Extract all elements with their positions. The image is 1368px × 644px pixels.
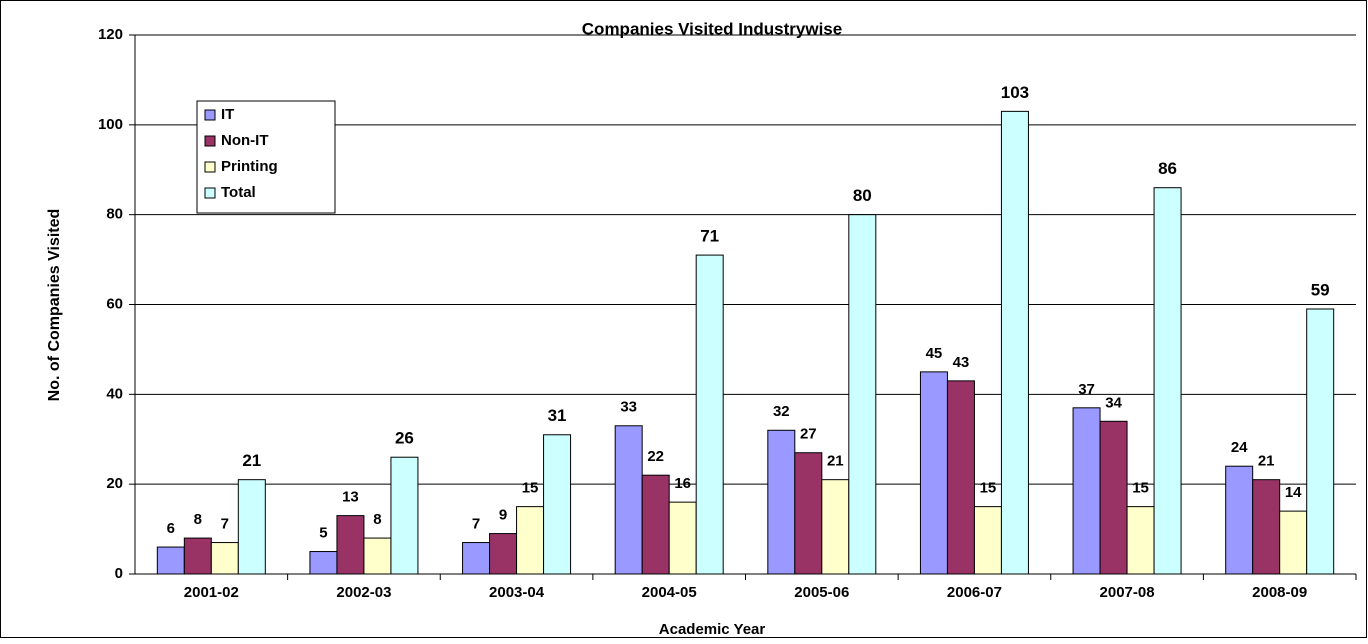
bar: [489, 533, 518, 575]
bar: [1126, 506, 1155, 575]
bar: [946, 380, 975, 575]
bar: [210, 542, 239, 575]
legend-swatch: [204, 161, 216, 173]
data-label: 37: [1078, 381, 1095, 398]
data-label: 27: [800, 426, 817, 443]
chart-title: Companies Visited Industrywise: [582, 19, 842, 38]
data-label: 22: [647, 448, 664, 465]
x-tick-label: 2007-08: [1100, 584, 1155, 601]
data-label: 7: [472, 516, 480, 533]
bar: [614, 425, 643, 575]
bar: [668, 501, 697, 575]
data-label: 7: [221, 516, 229, 533]
bar: [516, 506, 545, 575]
legend-swatch: [204, 109, 216, 121]
bar: [156, 546, 185, 575]
x-tick-label: 2006-07: [947, 584, 1002, 601]
bar: [183, 537, 212, 575]
data-label: 21: [1258, 453, 1275, 470]
bar: [363, 537, 392, 575]
data-label: 32: [773, 403, 790, 420]
data-label: 15: [980, 480, 997, 497]
bar: [543, 434, 572, 575]
legend-box: [196, 100, 336, 214]
y-tick-label: 80: [106, 206, 123, 223]
x-tick-label: 2005-06: [794, 584, 849, 601]
y-tick-label: 100: [98, 116, 123, 133]
data-label: 8: [194, 511, 202, 528]
data-label: 13: [342, 489, 359, 506]
x-axis-label: Academic Year: [659, 621, 766, 638]
data-label: 15: [522, 480, 539, 497]
data-label: 9: [499, 507, 507, 524]
x-tick-label: 2004-05: [642, 584, 697, 601]
bar: [1279, 510, 1308, 575]
bar: [973, 506, 1002, 575]
data-label: 43: [953, 354, 970, 371]
bar: [767, 429, 796, 575]
x-tick-label: 2001-02: [184, 584, 239, 601]
bar: [794, 452, 823, 575]
bar: [919, 371, 948, 575]
data-label: 45: [926, 345, 943, 362]
y-axis-label: No. of Companies Visited: [46, 209, 63, 402]
legend-swatch: [204, 135, 216, 147]
data-label: 71: [700, 227, 719, 246]
y-tick-label: 0: [115, 565, 123, 582]
bar: [848, 214, 877, 575]
data-label: 86: [1158, 159, 1177, 178]
bar: [237, 479, 266, 575]
bar: [1099, 420, 1128, 575]
bar: [309, 551, 338, 575]
y-tick-label: 20: [106, 475, 123, 492]
legend-label: Non-IT: [221, 132, 268, 149]
data-label: 31: [548, 406, 567, 425]
data-label: 21: [242, 451, 261, 470]
y-tick-label: 40: [106, 385, 123, 402]
bar: [1225, 465, 1254, 575]
bar: [336, 515, 365, 575]
data-label: 34: [1105, 394, 1122, 411]
bar: [1000, 110, 1029, 575]
data-label: 8: [373, 511, 381, 528]
y-tick-label: 60: [106, 295, 123, 312]
y-tick-label: 120: [98, 26, 123, 43]
bar: [1252, 479, 1281, 575]
bar: [1306, 308, 1335, 575]
x-tick-label: 2002-03: [336, 584, 391, 601]
data-label: 14: [1285, 484, 1302, 501]
bar: [695, 254, 724, 575]
data-label: 24: [1231, 439, 1248, 456]
legend-label: Total: [221, 184, 256, 201]
bar: [821, 479, 850, 575]
x-tick-label: 2008-09: [1252, 584, 1307, 601]
bar: [641, 474, 670, 575]
bar: [462, 542, 491, 575]
data-label: 16: [674, 475, 691, 492]
data-label: 33: [620, 399, 637, 416]
data-label: 80: [853, 186, 872, 205]
legend-label: Printing: [221, 158, 278, 175]
bar: [390, 456, 419, 575]
data-label: 59: [1311, 280, 1330, 299]
data-label: 21: [827, 453, 844, 470]
data-label: 5: [319, 525, 327, 542]
bar: [1153, 187, 1182, 575]
legend-label: IT: [221, 106, 234, 123]
bar: [1072, 407, 1101, 575]
data-label: 6: [167, 520, 175, 537]
legend-swatch: [204, 187, 216, 199]
data-label: 103: [1001, 83, 1029, 102]
x-tick-label: 2003-04: [489, 584, 545, 601]
data-label: 26: [395, 429, 414, 448]
data-label: 15: [1132, 480, 1149, 497]
